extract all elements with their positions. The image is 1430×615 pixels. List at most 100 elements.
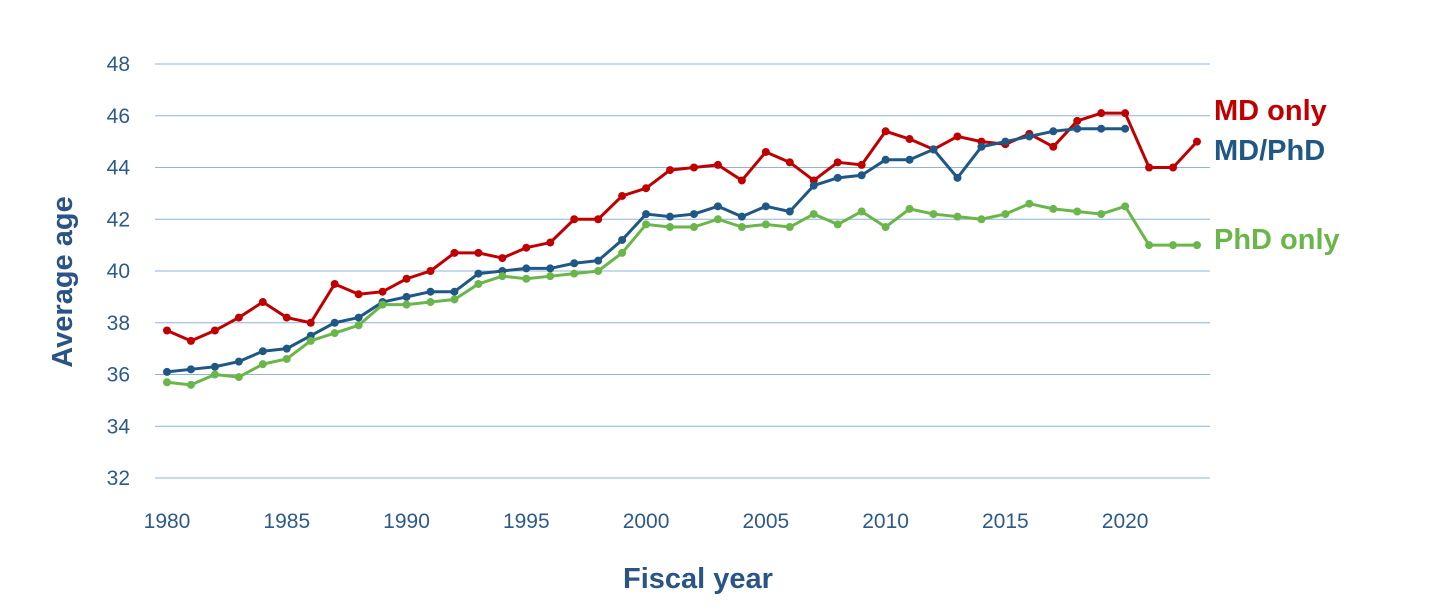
data-point bbox=[402, 292, 411, 301]
data-point bbox=[210, 362, 219, 371]
data-point bbox=[474, 248, 483, 257]
data-point bbox=[953, 173, 962, 182]
data-point bbox=[1001, 137, 1010, 146]
data-point bbox=[570, 269, 579, 278]
y-tick-label: 38 bbox=[107, 312, 130, 335]
x-tick-label: 1990 bbox=[383, 510, 430, 533]
data-point bbox=[1121, 202, 1130, 211]
data-point bbox=[713, 215, 722, 224]
series-md-only bbox=[163, 109, 1201, 345]
data-point bbox=[737, 223, 746, 232]
data-point bbox=[929, 210, 938, 219]
data-point bbox=[761, 220, 770, 229]
data-point bbox=[570, 215, 579, 224]
data-point bbox=[186, 365, 195, 374]
data-point bbox=[330, 279, 339, 288]
data-point bbox=[1025, 199, 1034, 208]
data-point bbox=[785, 207, 794, 216]
data-point bbox=[594, 267, 603, 275]
data-point bbox=[186, 336, 195, 345]
data-point bbox=[546, 238, 555, 247]
y-axis-title: Average age bbox=[47, 196, 79, 367]
data-point bbox=[809, 181, 818, 190]
data-point bbox=[426, 287, 435, 296]
x-axis-title: Fiscal year bbox=[623, 563, 773, 595]
y-tick-label: 42 bbox=[107, 208, 130, 231]
gridlines bbox=[155, 63, 1210, 479]
data-point bbox=[761, 147, 770, 156]
data-point bbox=[1169, 163, 1178, 172]
data-point bbox=[354, 313, 363, 322]
y-tick-label: 44 bbox=[107, 157, 131, 180]
x-tick-label: 1985 bbox=[263, 510, 310, 533]
data-point bbox=[522, 264, 531, 273]
data-point bbox=[905, 155, 914, 164]
data-point bbox=[258, 298, 267, 307]
data-point bbox=[522, 274, 531, 283]
data-point bbox=[354, 290, 363, 299]
data-point bbox=[282, 313, 291, 322]
data-point bbox=[857, 207, 866, 216]
data-point bbox=[881, 127, 890, 136]
data-point bbox=[1121, 109, 1130, 118]
data-point bbox=[163, 367, 171, 376]
y-tick-label: 36 bbox=[107, 364, 130, 387]
x-tick-label: 2015 bbox=[982, 510, 1029, 533]
data-point bbox=[1001, 210, 1010, 219]
data-point bbox=[1073, 207, 1082, 216]
data-point bbox=[1073, 124, 1082, 133]
y-tick-label: 32 bbox=[107, 467, 130, 490]
data-point bbox=[953, 132, 962, 141]
data-point bbox=[522, 243, 531, 252]
data-point bbox=[785, 158, 794, 167]
y-tick-label: 48 bbox=[107, 53, 130, 76]
data-point bbox=[642, 210, 651, 219]
data-point bbox=[450, 248, 459, 257]
data-point bbox=[1097, 210, 1106, 219]
data-point bbox=[234, 313, 243, 322]
data-point bbox=[1193, 137, 1201, 146]
data-point bbox=[210, 326, 219, 335]
data-point bbox=[713, 160, 722, 169]
data-point bbox=[953, 212, 962, 221]
data-point bbox=[474, 279, 483, 288]
data-point bbox=[378, 300, 387, 309]
data-point bbox=[833, 173, 842, 182]
data-point bbox=[234, 373, 243, 382]
data-point bbox=[1073, 116, 1082, 125]
series-label: PhD only bbox=[1214, 224, 1340, 256]
data-point bbox=[402, 300, 411, 309]
data-point bbox=[186, 380, 195, 389]
data-point bbox=[809, 210, 818, 219]
data-point bbox=[402, 274, 411, 283]
data-point bbox=[689, 163, 698, 172]
data-point bbox=[689, 223, 698, 232]
data-point bbox=[857, 160, 866, 169]
data-point bbox=[833, 158, 842, 167]
data-point bbox=[905, 135, 914, 144]
data-point bbox=[426, 267, 435, 275]
x-tick-label: 2005 bbox=[742, 510, 789, 533]
data-point bbox=[426, 298, 435, 307]
series-phd-only bbox=[163, 199, 1201, 389]
data-point bbox=[594, 215, 603, 224]
data-point bbox=[1049, 204, 1058, 213]
data-point bbox=[498, 272, 507, 281]
data-point bbox=[234, 357, 243, 366]
data-point bbox=[642, 184, 651, 193]
y-axis-ticks: 32 34 36 38 40 42 44 46 48 bbox=[107, 53, 131, 490]
data-point bbox=[833, 220, 842, 229]
data-point bbox=[546, 272, 555, 281]
x-tick-label: 2000 bbox=[623, 510, 670, 533]
data-point bbox=[163, 326, 171, 335]
data-point bbox=[594, 256, 603, 265]
data-point bbox=[1049, 127, 1058, 136]
data-point bbox=[1169, 241, 1178, 250]
data-point bbox=[354, 321, 363, 330]
data-point bbox=[1025, 132, 1034, 141]
series-labels: MD only MD/PhD PhD only bbox=[1214, 95, 1340, 256]
data-point bbox=[306, 318, 315, 327]
data-point bbox=[666, 166, 675, 175]
data-point bbox=[282, 354, 291, 363]
data-point bbox=[330, 318, 339, 327]
